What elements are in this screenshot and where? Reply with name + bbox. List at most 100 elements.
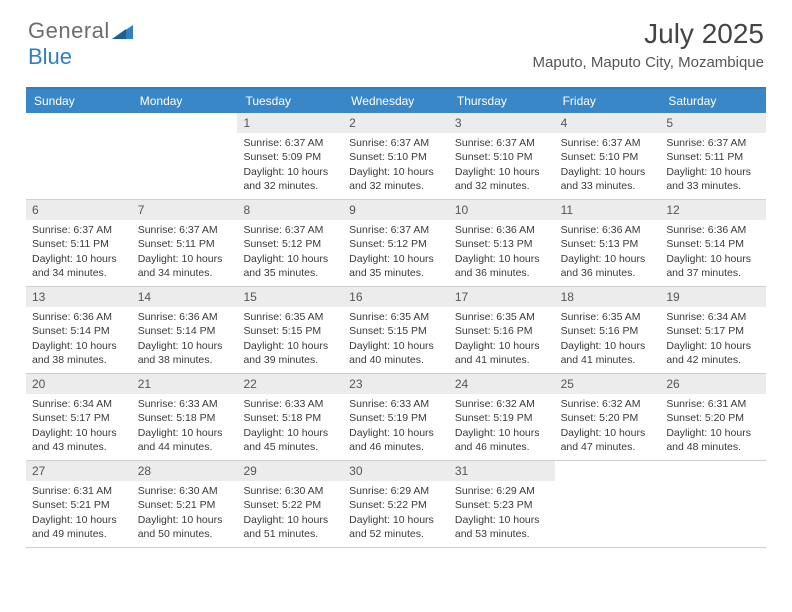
daylight-text: Daylight: 10 hours and 53 minutes. bbox=[455, 513, 549, 541]
daylight-text: Daylight: 10 hours and 32 minutes. bbox=[349, 165, 443, 193]
page-header: General July 2025 Maputo, Maputo City, M… bbox=[0, 0, 792, 77]
month-title: July 2025 bbox=[533, 18, 765, 50]
sunset-text: Sunset: 5:17 PM bbox=[32, 411, 126, 425]
sunset-text: Sunset: 5:22 PM bbox=[243, 498, 337, 512]
daylight-text: Daylight: 10 hours and 32 minutes. bbox=[243, 165, 337, 193]
week-row: 1Sunrise: 6:37 AMSunset: 5:09 PMDaylight… bbox=[26, 113, 766, 200]
day-cell: 21Sunrise: 6:33 AMSunset: 5:18 PMDayligh… bbox=[132, 374, 238, 460]
sunset-text: Sunset: 5:19 PM bbox=[455, 411, 549, 425]
sunrise-text: Sunrise: 6:37 AM bbox=[349, 136, 443, 150]
sunrise-text: Sunrise: 6:36 AM bbox=[561, 223, 655, 237]
week-row: 27Sunrise: 6:31 AMSunset: 5:21 PMDayligh… bbox=[26, 461, 766, 548]
day-number: 24 bbox=[449, 374, 555, 394]
day-cell: 29Sunrise: 6:30 AMSunset: 5:22 PMDayligh… bbox=[237, 461, 343, 547]
sunrise-text: Sunrise: 6:30 AM bbox=[243, 484, 337, 498]
daylight-text: Daylight: 10 hours and 43 minutes. bbox=[32, 426, 126, 454]
sunset-text: Sunset: 5:13 PM bbox=[455, 237, 549, 251]
empty-cell bbox=[660, 461, 766, 547]
sunset-text: Sunset: 5:20 PM bbox=[666, 411, 760, 425]
day-cell: 9Sunrise: 6:37 AMSunset: 5:12 PMDaylight… bbox=[343, 200, 449, 286]
day-cell: 8Sunrise: 6:37 AMSunset: 5:12 PMDaylight… bbox=[237, 200, 343, 286]
sunset-text: Sunset: 5:11 PM bbox=[138, 237, 232, 251]
day-number: 1 bbox=[237, 113, 343, 133]
day-cell: 26 Sunrise: 6:31 AMSunset: 5:20 PMDayligh… bbox=[660, 374, 766, 460]
week-row: 13Sunrise: 6:36 AMSunset: 5:14 PMDayligh… bbox=[26, 287, 766, 374]
day-cell: 11Sunrise: 6:36 AMSunset: 5:13 PMDayligh… bbox=[555, 200, 661, 286]
day-cell: 18Sunrise: 6:35 AMSunset: 5:16 PMDayligh… bbox=[555, 287, 661, 373]
sunrise-text: Sunrise: 6:36 AM bbox=[138, 310, 232, 324]
daylight-text: Daylight: 10 hours and 49 minutes. bbox=[32, 513, 126, 541]
day-cell: 10Sunrise: 6:36 AMSunset: 5:13 PMDayligh… bbox=[449, 200, 555, 286]
sunrise-text: Sunrise: 6:37 AM bbox=[32, 223, 126, 237]
sunrise-text: Sunrise: 6:31 AM bbox=[32, 484, 126, 498]
sunrise-text: Sunrise: 6:30 AM bbox=[138, 484, 232, 498]
day-number: 14 bbox=[132, 287, 238, 307]
day-cell: 24Sunrise: 6:32 AMSunset: 5:19 PMDayligh… bbox=[449, 374, 555, 460]
daylight-text: Daylight: 10 hours and 42 minutes. bbox=[666, 339, 760, 367]
day-cell: 23Sunrise: 6:33 AMSunset: 5:19 PMDayligh… bbox=[343, 374, 449, 460]
day-header: Sunday bbox=[26, 89, 132, 113]
sunset-text: Sunset: 5:15 PM bbox=[243, 324, 337, 338]
sunset-text: Sunset: 5:21 PM bbox=[32, 498, 126, 512]
sunset-text: Sunset: 5:11 PM bbox=[32, 237, 126, 251]
daylight-text: Daylight: 10 hours and 50 minutes. bbox=[138, 513, 232, 541]
sunset-text: Sunset: 5:21 PM bbox=[138, 498, 232, 512]
calendar: SundayMondayTuesdayWednesdayThursdayFrid… bbox=[26, 87, 766, 548]
logo-word-1: General bbox=[28, 18, 110, 44]
sunrise-text: Sunrise: 6:37 AM bbox=[455, 136, 549, 150]
daylight-text: Daylight: 10 hours and 45 minutes. bbox=[243, 426, 337, 454]
daylight-text: Daylight: 10 hours and 40 minutes. bbox=[349, 339, 443, 367]
day-number: 3 bbox=[449, 113, 555, 133]
sunrise-text: Sunrise: 6:33 AM bbox=[138, 397, 232, 411]
daylight-text: Daylight: 10 hours and 38 minutes. bbox=[32, 339, 126, 367]
day-header-row: SundayMondayTuesdayWednesdayThursdayFrid… bbox=[26, 89, 766, 113]
day-cell: 1Sunrise: 6:37 AMSunset: 5:09 PMDaylight… bbox=[237, 113, 343, 199]
day-number: 9 bbox=[343, 200, 449, 220]
sunrise-text: Sunrise: 6:37 AM bbox=[138, 223, 232, 237]
day-cell: 15Sunrise: 6:35 AMSunset: 5:15 PMDayligh… bbox=[237, 287, 343, 373]
sunrise-text: Sunrise: 6:37 AM bbox=[243, 136, 337, 150]
location-text: Maputo, Maputo City, Mozambique bbox=[533, 54, 765, 71]
sunset-text: Sunset: 5:10 PM bbox=[349, 150, 443, 164]
day-cell: 22Sunrise: 6:33 AMSunset: 5:18 PMDayligh… bbox=[237, 374, 343, 460]
day-number: 8 bbox=[237, 200, 343, 220]
day-number: 20 bbox=[26, 374, 132, 394]
title-block: July 2025 Maputo, Maputo City, Mozambiqu… bbox=[533, 18, 765, 71]
day-number: 23 bbox=[343, 374, 449, 394]
empty-cell bbox=[26, 113, 132, 199]
day-number: 2 bbox=[343, 113, 449, 133]
empty-cell bbox=[555, 461, 661, 547]
sunset-text: Sunset: 5:14 PM bbox=[666, 237, 760, 251]
daylight-text: Daylight: 10 hours and 33 minutes. bbox=[561, 165, 655, 193]
sunrise-text: Sunrise: 6:29 AM bbox=[455, 484, 549, 498]
sunrise-text: Sunrise: 6:32 AM bbox=[455, 397, 549, 411]
daylight-text: Daylight: 10 hours and 46 minutes. bbox=[349, 426, 443, 454]
day-cell: 27Sunrise: 6:31 AMSunset: 5:21 PMDayligh… bbox=[26, 461, 132, 547]
day-number: 26 bbox=[660, 374, 766, 394]
day-cell: 4Sunrise: 6:37 AMSunset: 5:10 PMDaylight… bbox=[555, 113, 661, 199]
daylight-text: Daylight: 10 hours and 48 minutes. bbox=[666, 426, 760, 454]
day-header: Monday bbox=[132, 89, 238, 113]
sunrise-text: Sunrise: 6:34 AM bbox=[32, 397, 126, 411]
daylight-text: Daylight: 10 hours and 36 minutes. bbox=[561, 252, 655, 280]
logo-sail-icon bbox=[112, 22, 134, 40]
day-cell: 5Sunrise: 6:37 AMSunset: 5:11 PMDaylight… bbox=[660, 113, 766, 199]
sunrise-text: Sunrise: 6:37 AM bbox=[561, 136, 655, 150]
sunrise-text: Sunrise: 6:34 AM bbox=[666, 310, 760, 324]
sunrise-text: Sunrise: 6:31 AM bbox=[666, 397, 760, 411]
daylight-text: Daylight: 10 hours and 34 minutes. bbox=[32, 252, 126, 280]
daylight-text: Daylight: 10 hours and 36 minutes. bbox=[455, 252, 549, 280]
sunset-text: Sunset: 5:12 PM bbox=[243, 237, 337, 251]
daylight-text: Daylight: 10 hours and 35 minutes. bbox=[243, 252, 337, 280]
day-cell: 28Sunrise: 6:30 AMSunset: 5:21 PMDayligh… bbox=[132, 461, 238, 547]
sunset-text: Sunset: 5:11 PM bbox=[666, 150, 760, 164]
day-cell: 31Sunrise: 6:29 AMSunset: 5:23 PMDayligh… bbox=[449, 461, 555, 547]
daylight-text: Daylight: 10 hours and 51 minutes. bbox=[243, 513, 337, 541]
daylight-text: Daylight: 10 hours and 35 minutes. bbox=[349, 252, 443, 280]
day-number: 17 bbox=[449, 287, 555, 307]
day-cell: 25Sunrise: 6:32 AMSunset: 5:20 PMDayligh… bbox=[555, 374, 661, 460]
day-cell: 6Sunrise: 6:37 AMSunset: 5:11 PMDaylight… bbox=[26, 200, 132, 286]
day-cell: 7Sunrise: 6:37 AMSunset: 5:11 PMDaylight… bbox=[132, 200, 238, 286]
logo-word-2: Blue bbox=[28, 44, 72, 69]
sunrise-text: Sunrise: 6:32 AM bbox=[561, 397, 655, 411]
